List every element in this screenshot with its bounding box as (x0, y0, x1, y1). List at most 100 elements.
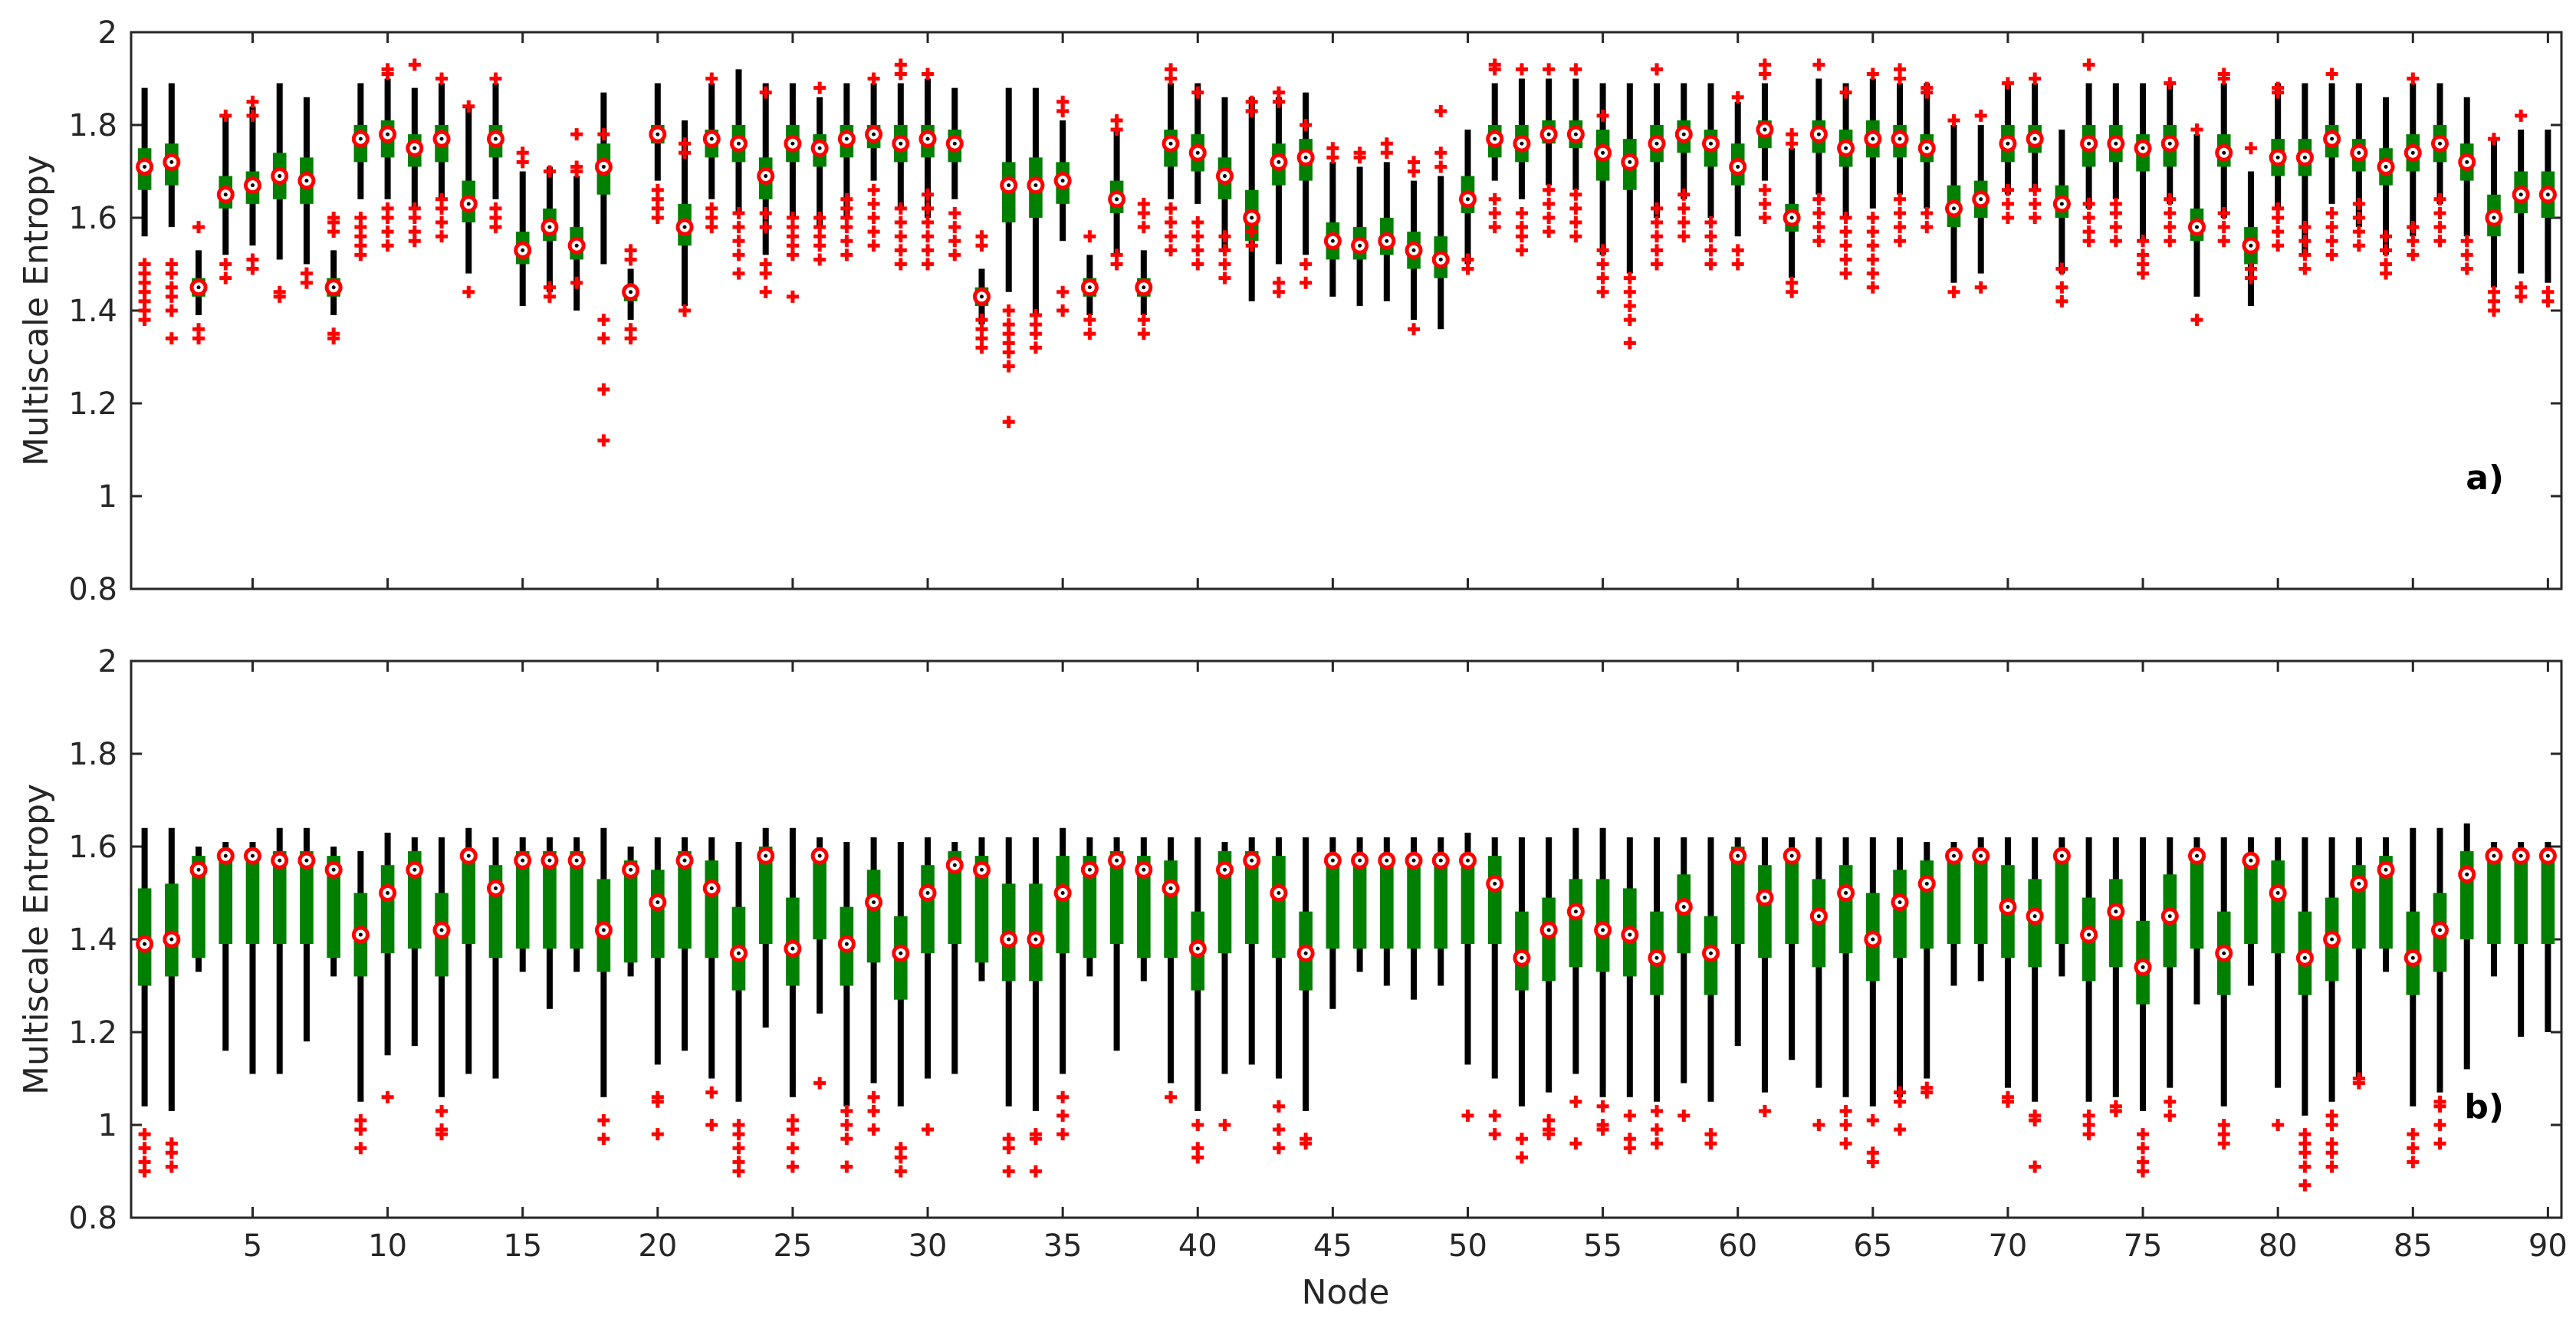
outlier-marker (1543, 212, 1556, 224)
outlier-marker (327, 327, 340, 340)
outlier-marker (165, 304, 178, 317)
box-node-46 (1351, 837, 1369, 972)
outlier-marker (922, 258, 935, 271)
outlier-marker (867, 72, 880, 85)
outlier-marker (2407, 248, 2420, 261)
outlier-marker (732, 1156, 745, 1169)
median-dot (1844, 146, 1848, 150)
median-dot (386, 891, 390, 895)
median-dot (2465, 159, 2469, 164)
median-dot (1546, 928, 1551, 932)
outlier-marker (678, 137, 692, 150)
iqr-box (1164, 860, 1178, 959)
outlier-marker (1677, 1109, 1691, 1122)
median-dot (1573, 132, 1578, 136)
median-dot (1223, 867, 1227, 872)
box-node-9 (351, 83, 370, 261)
iqr-box (705, 860, 719, 959)
outlier-marker (165, 1137, 178, 1150)
outlier-marker (1165, 244, 1178, 257)
outlier-marker (2460, 235, 2473, 248)
outlier-marker (922, 244, 935, 257)
box-node-90 (2538, 841, 2557, 1032)
outlier-marker (2164, 206, 2177, 219)
box-node-63 (1809, 837, 1828, 1131)
median-dot (1979, 197, 1983, 202)
outlier-marker (1515, 1133, 1528, 1146)
median-dot (1060, 179, 1065, 183)
median-dot (2438, 141, 2442, 146)
box-node-71 (2026, 72, 2044, 224)
box-node-38 (1135, 837, 1153, 982)
axes-frame-a (130, 31, 2563, 590)
outlier-marker (1083, 327, 1096, 340)
median-dot (1924, 146, 1929, 150)
outlier-marker (894, 216, 907, 229)
box-node-40 (1188, 83, 1207, 271)
outlier-marker (246, 253, 259, 266)
y-tick-label-b: 0.8 (68, 1201, 117, 1236)
outlier-marker (1191, 86, 1204, 99)
outlier-marker (1596, 1119, 1609, 1131)
median-dot (1628, 159, 1632, 164)
median-dot (304, 179, 309, 183)
outlier-marker (2433, 192, 2446, 206)
outlier-marker (1866, 67, 1879, 81)
outlier-marker (1623, 1109, 1636, 1122)
iqr-box (462, 851, 476, 945)
box-node-84 (2377, 837, 2395, 972)
box-node-60 (1729, 837, 1747, 1047)
box-node-72 (2052, 837, 2071, 977)
outlier-marker (165, 281, 178, 294)
outlier-marker (192, 221, 205, 234)
box-node-49 (1431, 104, 1450, 330)
outlier-marker (1002, 1165, 1015, 1178)
median-dot (1709, 951, 1713, 955)
outlier-marker (1866, 212, 1879, 224)
median-dot (2384, 867, 2388, 872)
box-node-38 (1135, 197, 1153, 340)
median-dot (1438, 257, 1443, 261)
median-dot (1195, 150, 1200, 155)
box-node-15 (514, 146, 532, 306)
outlier-marker (1651, 1104, 1664, 1117)
outlier-marker (867, 1123, 880, 1136)
outlier-marker (165, 332, 178, 345)
outlier-marker (1515, 244, 1528, 257)
outlier-marker (570, 276, 583, 289)
outlier-marker (1839, 1137, 1852, 1150)
box-node-13 (459, 100, 478, 298)
ticks-b (131, 659, 2561, 1219)
outlier-marker (2137, 1142, 2150, 1155)
iqr-box (165, 883, 179, 977)
outlier-marker (1434, 104, 1447, 117)
box-node-42 (1243, 95, 1261, 301)
median-dot (1898, 136, 1902, 141)
outlier-marker (840, 192, 853, 206)
box-node-22 (702, 72, 721, 234)
outlier-marker (732, 1119, 745, 1131)
outlier-marker (138, 1156, 151, 1169)
box-node-21 (675, 120, 694, 317)
box-node-60 (1729, 90, 1747, 271)
box-node-32 (973, 837, 991, 982)
outlier-marker (1623, 299, 1636, 312)
median-dot (1979, 853, 1983, 858)
box-node-85 (2404, 72, 2422, 261)
outlier-marker (2029, 197, 2042, 210)
median-dot (925, 891, 930, 895)
iqr-box (2459, 851, 2474, 939)
outlier-marker (2325, 1137, 2338, 1150)
box-node-6 (271, 827, 289, 1074)
x-tick-label-b: 60 (1718, 1228, 1757, 1264)
outlier-marker (435, 1104, 449, 1117)
outlier-marker (2082, 58, 2095, 71)
outlier-marker (1488, 58, 1501, 71)
outlier-marker (1380, 137, 1393, 150)
median-dot (656, 900, 660, 905)
outlier-marker (1300, 1133, 1313, 1146)
median-dot (1493, 136, 1497, 141)
outlier-marker (813, 81, 826, 94)
outlier-marker (1353, 146, 1366, 159)
outlier-marker (1569, 216, 1582, 229)
